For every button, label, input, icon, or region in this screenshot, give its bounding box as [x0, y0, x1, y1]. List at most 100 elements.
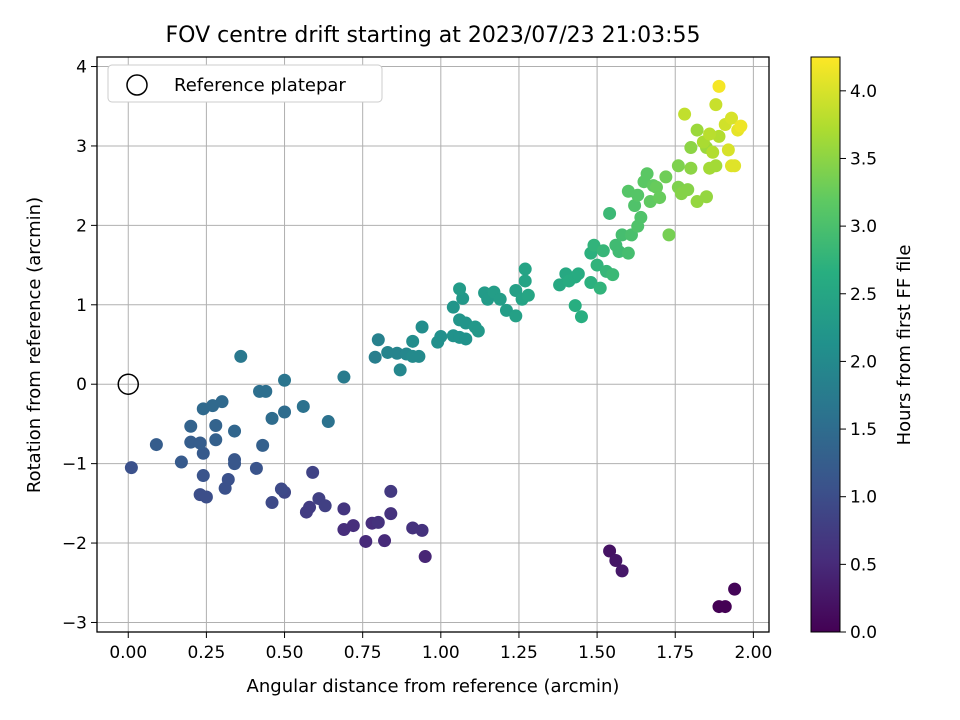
colorbar: 0.0 0.5 1.0 1.5 2.0 2.5 3.0 3.5 4.0 Hours from f…	[810, 56, 915, 643]
y-tick-label: −1	[62, 455, 87, 475]
data-point	[371, 515, 385, 529]
data-point	[274, 482, 288, 496]
x-tick-label: 0.00	[109, 643, 147, 663]
data-point	[278, 405, 292, 419]
x-tick-label: 0.50	[266, 643, 304, 663]
data-point	[306, 465, 320, 479]
data-point	[337, 502, 351, 516]
data-point	[603, 206, 617, 220]
colorbar-tick-label: 2.5	[850, 285, 877, 305]
plot-frame	[96, 56, 770, 633]
grid-lines	[97, 57, 769, 632]
legend-marker-icon	[126, 74, 148, 96]
x-tick-label: 1.25	[500, 643, 538, 663]
data-point	[303, 500, 317, 514]
data-point	[278, 373, 292, 387]
data-point	[521, 288, 535, 302]
reference-platepar-marker	[117, 373, 140, 395]
y-axis-label: Rotation from reference (arcmin)	[24, 197, 45, 493]
legend-box	[107, 64, 383, 103]
colorbar-ticks: 0.0 0.5 1.0 1.5 2.0 2.5 3.0 3.5 4.0	[840, 82, 877, 643]
data-point	[434, 330, 448, 344]
data-point	[649, 180, 663, 194]
data-point	[709, 98, 723, 112]
data-point	[724, 111, 738, 125]
data-point	[699, 190, 713, 204]
legend-label: Reference platepar	[174, 75, 346, 96]
data-point	[734, 119, 748, 133]
colorbar-tick-label: 1.5	[850, 420, 877, 440]
data-point	[590, 258, 604, 272]
data-point	[378, 534, 392, 548]
data-point	[446, 300, 460, 314]
data-point	[384, 484, 398, 498]
data-point	[228, 453, 242, 467]
data-point	[453, 282, 467, 296]
data-point	[615, 564, 629, 578]
data-point	[678, 107, 692, 121]
data-point	[621, 246, 635, 260]
data-point	[606, 268, 620, 282]
y-tick-label: 4	[76, 58, 87, 78]
data-point	[234, 349, 248, 363]
data-point	[584, 276, 598, 290]
data-point	[671, 159, 685, 173]
data-point	[228, 424, 242, 438]
data-point	[499, 303, 513, 317]
data-point	[471, 324, 485, 338]
x-tick-label: 0.25	[187, 643, 225, 663]
data-point	[587, 238, 601, 252]
data-point	[415, 523, 429, 537]
data-point	[265, 496, 279, 510]
y-axis-ticks: −3 −2 −1 0 1 2 3 4	[62, 58, 97, 633]
data-point	[596, 244, 610, 258]
data-point	[215, 395, 229, 409]
y-tick-label: 0	[76, 375, 87, 395]
colorbar-tick-label: 2.0	[850, 352, 877, 372]
data-point	[493, 292, 507, 306]
data-point	[124, 461, 138, 475]
data-point	[259, 384, 273, 398]
data-point	[593, 281, 607, 295]
x-tick-label: 1.50	[578, 643, 616, 663]
data-point	[706, 145, 720, 159]
data-point	[390, 346, 404, 360]
data-point	[518, 262, 532, 276]
data-point	[249, 461, 263, 475]
data-point	[221, 473, 235, 487]
data-point	[209, 433, 223, 447]
data-point	[368, 350, 382, 364]
data-point	[634, 210, 648, 224]
x-tick-label: 2.00	[734, 643, 772, 663]
data-point	[609, 554, 623, 568]
y-tick-label: −3	[62, 613, 87, 633]
data-point	[296, 399, 310, 413]
data-point	[196, 446, 210, 460]
data-point	[406, 334, 420, 348]
data-point	[509, 309, 523, 323]
data-point	[721, 143, 735, 157]
data-point	[718, 600, 732, 614]
colorbar-tick-label: 0.5	[850, 555, 877, 575]
data-point	[346, 519, 360, 533]
data-point	[149, 438, 163, 452]
colorbar-tick-label: 1.0	[850, 488, 877, 508]
data-point	[709, 159, 723, 173]
data-point	[321, 415, 335, 429]
colorbar-tick-label: 3.5	[850, 149, 877, 169]
data-point	[628, 199, 642, 213]
data-point	[659, 170, 673, 184]
data-point	[684, 141, 698, 155]
data-point	[265, 411, 279, 425]
data-point	[418, 550, 432, 564]
data-point	[359, 534, 373, 548]
data-point	[318, 499, 332, 513]
chart-title: FOV centre drift starting at 2023/07/23 …	[166, 23, 701, 48]
data-point	[184, 435, 198, 449]
data-point	[256, 438, 270, 452]
data-point	[574, 310, 588, 324]
data-point	[459, 332, 473, 346]
data-point	[209, 419, 223, 433]
data-point	[703, 127, 717, 141]
